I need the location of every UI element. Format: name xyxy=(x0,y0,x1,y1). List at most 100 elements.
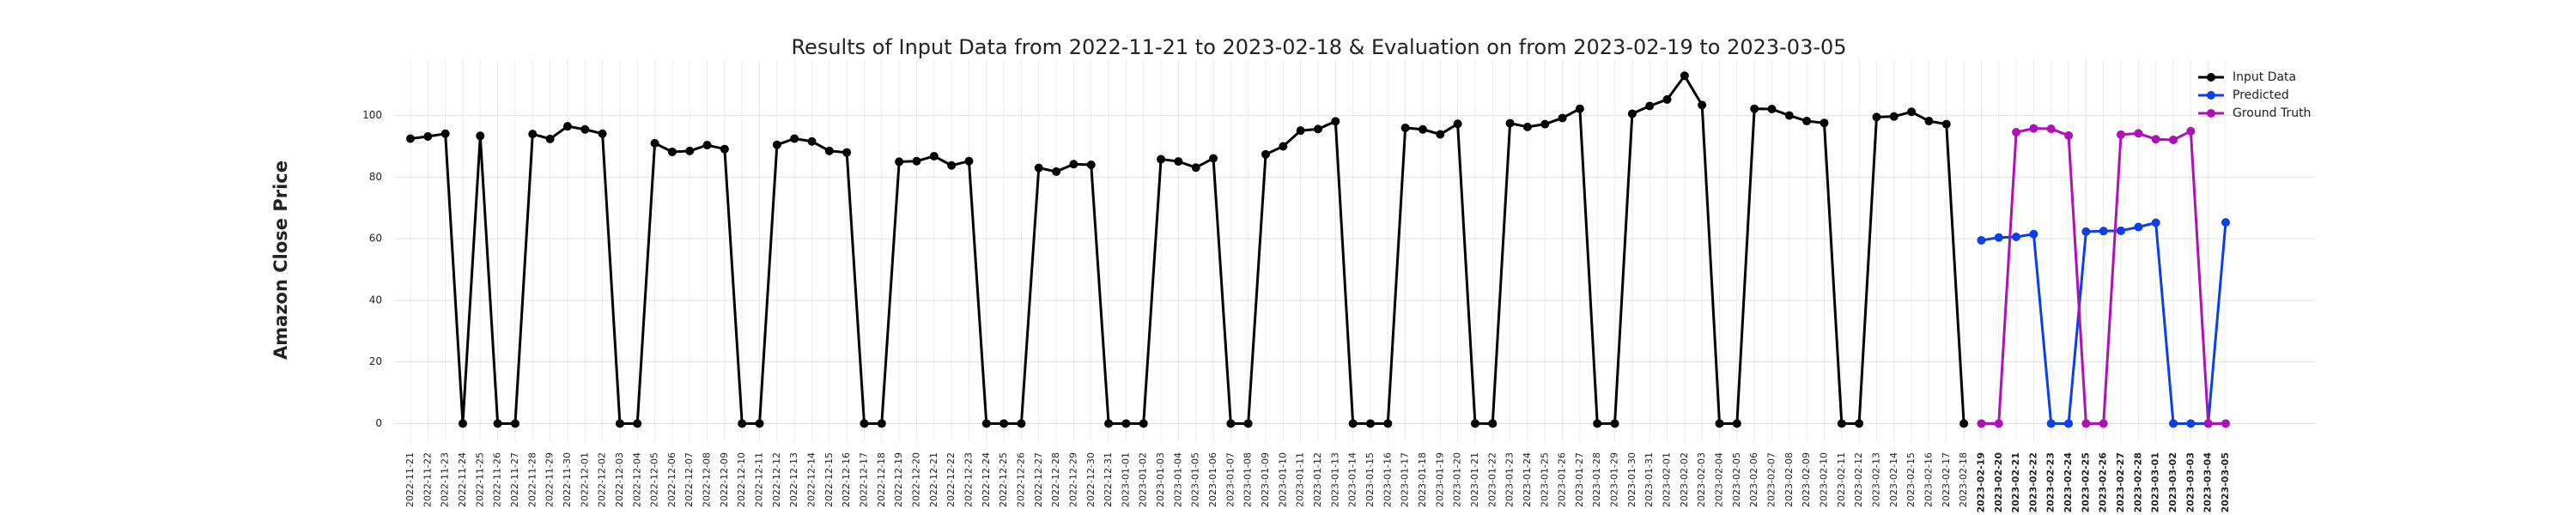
x-tick-label: 2023-02-16 xyxy=(1923,452,1934,507)
x-tick-label: 2023-01-01 xyxy=(1120,452,1131,507)
x-tick-label: 2023-01-15 xyxy=(1364,452,1376,507)
data-point xyxy=(1226,419,1236,428)
data-point xyxy=(650,138,659,148)
data-point xyxy=(2029,229,2038,239)
x-tick-label: 2022-11-22 xyxy=(422,452,433,507)
data-point xyxy=(2081,419,2091,428)
x-tick-label: 2022-11-25 xyxy=(474,452,485,507)
data-point xyxy=(1209,154,1218,163)
data-point xyxy=(580,124,590,134)
x-tick-label: 2023-02-07 xyxy=(1766,452,1777,507)
data-point xyxy=(1645,101,1655,111)
data-point xyxy=(2012,127,2021,136)
x-tick-label: 2023-02-15 xyxy=(1905,452,1917,507)
x-tick-label: 2023-01-13 xyxy=(1329,452,1340,507)
data-point xyxy=(2169,135,2178,144)
data-point xyxy=(2117,130,2126,139)
x-tick-label: 2023-01-22 xyxy=(1486,452,1498,507)
x-tick-label: 2023-01-18 xyxy=(1417,452,1428,507)
x-tick-label: 2022-12-12 xyxy=(771,452,782,507)
x-tick-label: 2023-01-17 xyxy=(1400,452,1411,507)
x-tick-label: 2023-01-23 xyxy=(1504,452,1516,507)
x-tick-label: 2023-02-24 xyxy=(2063,452,2074,513)
data-point xyxy=(1610,419,1619,428)
data-point xyxy=(1732,419,1741,428)
x-tick-label: 2023-02-25 xyxy=(2080,452,2091,512)
x-tick-label: 2023-01-05 xyxy=(1190,452,1201,507)
x-tick-label: 2022-12-08 xyxy=(702,452,713,507)
data-point xyxy=(1314,124,1322,134)
data-point xyxy=(1924,117,1934,126)
x-tick-label: 2022-12-28 xyxy=(1050,452,1061,507)
data-point xyxy=(1872,112,1881,122)
x-tick-label: 2023-01-20 xyxy=(1452,452,1463,507)
data-point xyxy=(807,136,817,146)
x-tick-label: 2023-02-10 xyxy=(1818,452,1829,507)
data-point xyxy=(1977,419,1986,428)
x-tick-label: 2022-12-19 xyxy=(893,452,904,507)
x-tick-label: 2023-02-22 xyxy=(2027,452,2038,512)
data-point xyxy=(1575,104,1584,113)
data-point xyxy=(1383,419,1393,428)
data-point xyxy=(755,419,764,428)
x-tick-label: 2023-01-31 xyxy=(1643,452,1655,507)
x-tick-label: 2022-12-17 xyxy=(859,452,870,507)
data-point xyxy=(772,140,781,149)
data-point xyxy=(981,419,991,428)
data-point xyxy=(1907,107,1917,117)
data-point xyxy=(598,129,607,138)
data-point xyxy=(1034,163,1043,173)
x-tick-label: 2022-11-24 xyxy=(457,452,468,507)
x-tick-label: 2023-01-09 xyxy=(1260,452,1271,507)
data-point xyxy=(842,148,852,157)
data-point xyxy=(2099,227,2108,236)
data-point xyxy=(1802,117,1812,126)
data-point xyxy=(685,146,695,155)
x-tick-label: 2023-02-17 xyxy=(1941,452,1952,507)
data-point xyxy=(2029,124,2038,133)
data-point xyxy=(999,419,1009,428)
x-tick-label: 2023-02-14 xyxy=(1888,452,1899,507)
x-tick-label: 2023-02-02 xyxy=(1679,452,1690,507)
data-point xyxy=(1418,124,1427,134)
legend-label: Ground Truth xyxy=(2233,106,2311,120)
x-tick-label: 2023-02-12 xyxy=(1853,452,1864,507)
x-tick-label: 2022-11-27 xyxy=(509,452,520,507)
data-point xyxy=(1436,130,1445,139)
x-tick-label: 2022-12-16 xyxy=(841,452,852,507)
x-tick-label: 2023-01-24 xyxy=(1522,452,1533,507)
x-tick-label: 2022-12-30 xyxy=(1085,452,1097,507)
data-point xyxy=(1855,419,1864,428)
x-tick-label: 2023-01-12 xyxy=(1312,452,1323,507)
y-tick-label: 100 xyxy=(362,109,382,121)
x-tick-label: 2022-12-26 xyxy=(1015,452,1026,507)
data-point xyxy=(1662,94,1672,104)
x-tick-label: 2023-02-09 xyxy=(1801,452,1812,507)
data-point xyxy=(2186,126,2196,136)
data-point xyxy=(562,122,572,131)
x-tick-label: 2023-01-14 xyxy=(1347,452,1358,507)
data-point xyxy=(2134,129,2143,138)
x-tick-label: 2022-12-02 xyxy=(597,452,608,507)
data-point xyxy=(1261,149,1271,159)
y-tick-label: 0 xyxy=(375,417,382,429)
data-point xyxy=(1017,419,1026,428)
x-tick-label: 2022-12-18 xyxy=(876,452,887,507)
legend-marker xyxy=(2207,73,2215,82)
x-tick-label: 2022-11-29 xyxy=(544,452,556,507)
x-tick-label: 2023-01-26 xyxy=(1557,452,1568,507)
x-tick-label: 2023-02-06 xyxy=(1748,452,1759,507)
x-tick-label: 2023-03-01 xyxy=(2150,452,2161,512)
y-tick-label: 80 xyxy=(369,171,382,183)
data-point xyxy=(1470,419,1479,428)
data-point xyxy=(1453,119,1462,129)
data-point xyxy=(406,134,415,143)
x-tick-label: 2023-02-04 xyxy=(1714,452,1725,507)
x-tick-label: 2022-11-26 xyxy=(492,452,503,507)
x-tick-label: 2022-12-23 xyxy=(963,452,974,507)
data-point xyxy=(2046,124,2056,134)
data-point xyxy=(2186,419,2196,428)
data-point xyxy=(2203,419,2213,428)
data-point xyxy=(2221,419,2230,428)
